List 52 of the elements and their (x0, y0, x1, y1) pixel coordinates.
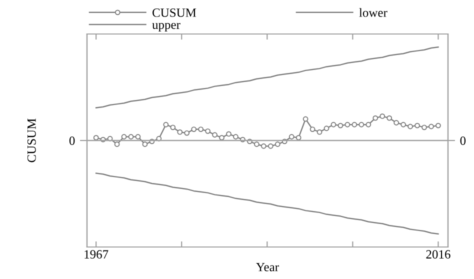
point (128, 134, 134, 140)
point (302, 116, 308, 122)
point (352, 122, 358, 128)
legend-label: upper (152, 22, 180, 32)
point (408, 124, 413, 130)
point (422, 124, 427, 130)
point (436, 122, 441, 128)
point (254, 142, 260, 147)
ref-line-label: 0 (460, 136, 466, 145)
legend-label: CUSUM (152, 8, 196, 17)
point (414, 122, 420, 128)
x-tick-label: 2016 (426, 250, 450, 259)
point (93, 134, 99, 140)
point (274, 142, 280, 147)
point (177, 129, 183, 135)
point (358, 122, 364, 128)
point (372, 115, 378, 121)
point (135, 134, 141, 140)
point (226, 131, 232, 137)
point (260, 143, 266, 149)
legend-label: lower (359, 8, 388, 17)
point (324, 126, 330, 132)
point (386, 115, 392, 121)
point (191, 126, 197, 132)
point (380, 114, 386, 119)
point (212, 132, 218, 138)
point (344, 122, 350, 128)
point (219, 134, 224, 140)
x-axis-title: Year (256, 262, 279, 272)
point (400, 122, 406, 128)
text: 0 (69, 136, 75, 145)
point (316, 129, 322, 135)
point (114, 142, 120, 147)
point (394, 120, 400, 126)
point (310, 126, 316, 132)
point (330, 122, 336, 128)
point (268, 143, 274, 149)
point (142, 142, 148, 147)
point (338, 122, 344, 128)
point (428, 124, 434, 130)
point (198, 126, 204, 132)
point (163, 122, 169, 128)
x-tick-label: 1967 (84, 250, 108, 259)
point (233, 134, 238, 140)
point (121, 134, 127, 140)
point (205, 128, 211, 134)
point (170, 124, 176, 130)
y-axis-title: CUSUM (27, 118, 36, 162)
point (366, 122, 372, 128)
point (184, 130, 190, 136)
point (288, 134, 294, 140)
point (296, 134, 302, 140)
